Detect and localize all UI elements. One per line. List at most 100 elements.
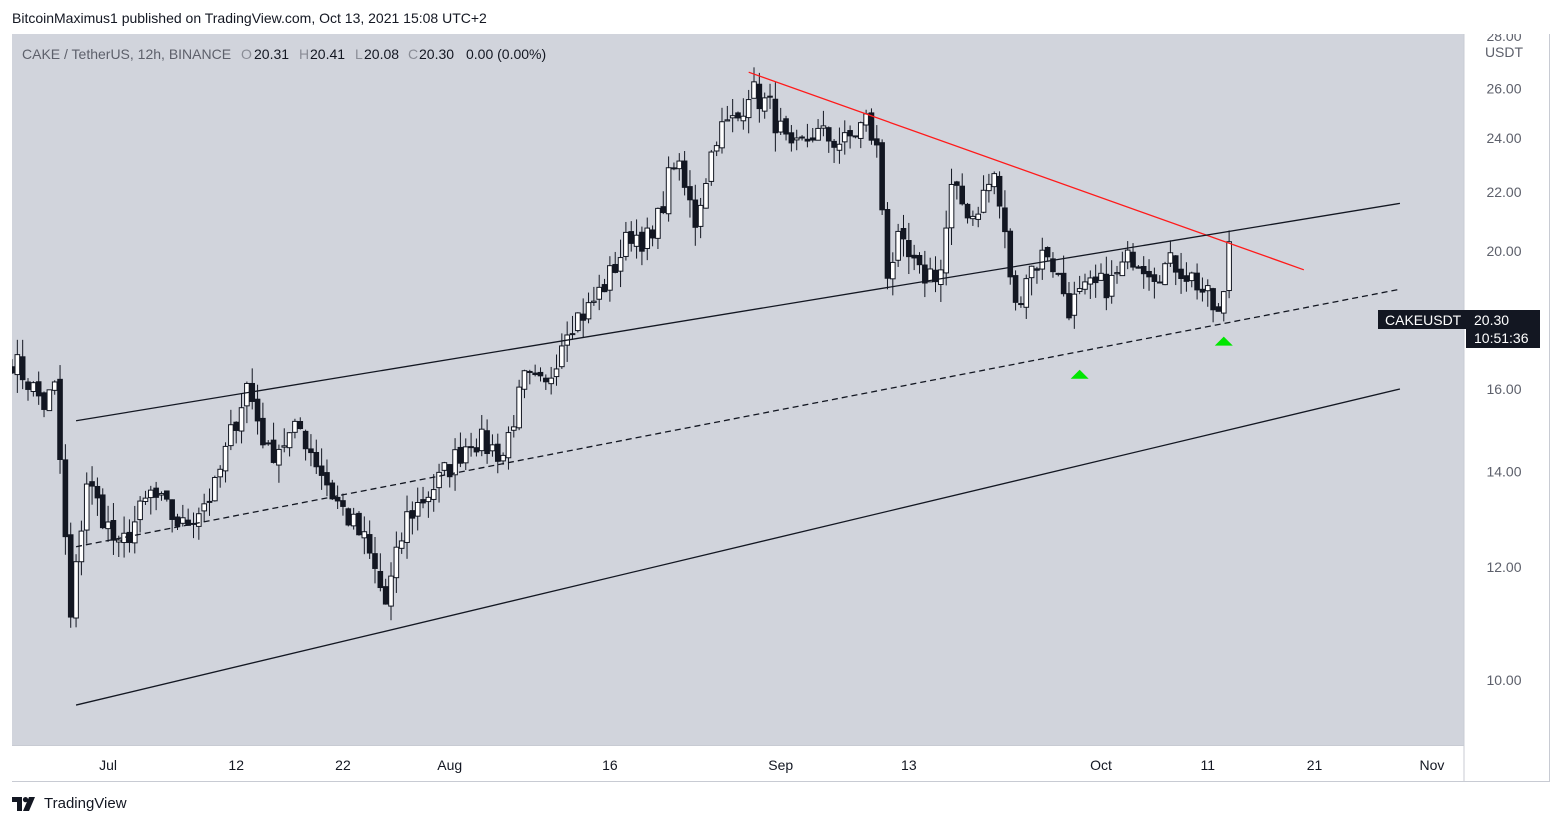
candle-down	[420, 499, 426, 504]
candle-up	[14, 354, 21, 376]
candle-down	[804, 138, 811, 142]
price-scale-panel[interactable]	[1464, 34, 1550, 782]
candle-up	[676, 160, 683, 170]
candle-down	[1194, 272, 1200, 291]
price-tick-label: 22.00	[1486, 184, 1521, 200]
candle-up	[1055, 272, 1062, 275]
candle-up	[1204, 285, 1211, 292]
candle-down	[1012, 275, 1019, 303]
candle-up	[452, 449, 458, 476]
candle-down	[783, 118, 789, 135]
candle-down	[799, 136, 805, 139]
candle-up	[569, 333, 576, 336]
candle-down	[99, 494, 106, 529]
candle-up	[115, 539, 122, 543]
candle-up	[388, 575, 394, 607]
ohlc-legend: CAKE / TetherUS, 12h, BINANCE O 20.31 H …	[22, 46, 546, 62]
candle-up	[665, 167, 672, 215]
candle-down	[126, 531, 133, 544]
candle-up	[1071, 293, 1078, 316]
candle-down	[484, 430, 490, 455]
legend-l-value: 20.08	[364, 46, 399, 62]
candle-down	[270, 439, 277, 463]
candle-down	[612, 263, 619, 273]
candlestick-chart[interactable]: CAKE / TetherUS, 12h, BINANCE O 20.31 H …	[9, 28, 1550, 782]
candle-up	[970, 215, 976, 220]
candle-up	[575, 312, 581, 332]
price-badge[interactable]: CAKEUSDT 20.30 10:51:36	[1378, 310, 1540, 348]
candle-down	[473, 447, 480, 453]
candle-up	[238, 407, 245, 432]
candle-up	[820, 125, 827, 129]
time-tick-label: 13	[901, 757, 917, 773]
candle-down	[1183, 275, 1190, 282]
price-tick-label: 24.00	[1486, 130, 1521, 146]
candle-down	[1215, 306, 1222, 312]
candle-down	[788, 132, 795, 144]
candle-up	[201, 503, 207, 512]
candle-up	[73, 561, 79, 619]
candle-up	[1162, 263, 1168, 286]
candle-down	[543, 377, 549, 383]
candle-down	[681, 160, 688, 188]
candle-up	[265, 442, 272, 445]
candle-down	[1151, 274, 1158, 282]
candle-up	[1156, 281, 1163, 284]
time-tick-label: 12	[228, 757, 244, 773]
footer-brand-text: TradingView	[44, 795, 127, 812]
candle-up	[180, 517, 186, 524]
candle-up	[745, 99, 752, 119]
candles-layer	[9, 67, 1232, 628]
candle-up	[1108, 274, 1115, 297]
marker-support-bounce-1	[1070, 369, 1089, 379]
candle-up	[281, 445, 288, 448]
candle-down	[687, 186, 693, 201]
candle-up	[196, 513, 202, 527]
candle-down	[356, 512, 362, 536]
time-axis-panel[interactable]	[12, 745, 1464, 782]
candle-up	[1226, 241, 1232, 292]
footer-branding[interactable]: TradingView	[12, 795, 127, 812]
legend-h-value: 20.41	[310, 46, 345, 62]
candle-up	[1114, 272, 1120, 275]
candle-up	[591, 300, 597, 303]
candle-up	[425, 496, 432, 503]
candle-up	[121, 532, 127, 544]
candle-down	[660, 206, 667, 214]
candle-down	[868, 112, 875, 141]
candle-down	[1034, 268, 1040, 271]
candle-up	[1220, 291, 1227, 314]
candle-up	[131, 521, 138, 544]
legend-c-value: 20.30	[419, 46, 454, 62]
price-tick-label: 12.00	[1486, 559, 1521, 575]
price-scale-currency: USDT	[1485, 44, 1524, 60]
candle-up	[398, 540, 405, 549]
price-badge-countdown: 10:51:36	[1474, 330, 1529, 346]
candle-down	[959, 185, 966, 205]
candle-up	[1167, 252, 1174, 264]
candle-up	[1188, 272, 1195, 282]
chart-container[interactable]: CAKE / TetherUS, 12h, BINANCE O 20.31 H …	[9, 28, 1550, 782]
candle-down	[1092, 276, 1099, 284]
candle-down	[260, 417, 266, 446]
candle-down	[639, 231, 645, 252]
candle-down	[153, 487, 159, 498]
candle-up	[713, 145, 720, 152]
trendline-channel-middle	[75, 288, 1401, 548]
candle-up	[836, 143, 843, 151]
marker-support-bounce-2	[1214, 336, 1233, 346]
candle-up	[393, 546, 400, 579]
candle-down	[372, 553, 378, 569]
time-tick-label: 22	[335, 757, 351, 773]
candle-down	[9, 366, 15, 374]
candle-up	[46, 389, 53, 412]
candle-down	[1002, 207, 1008, 233]
candle-down	[900, 228, 907, 240]
candle-down	[1135, 266, 1142, 269]
candle-down	[494, 443, 501, 462]
candle-up	[986, 183, 992, 192]
candle-down	[825, 127, 832, 142]
trendline-descending-resistance	[748, 71, 1305, 271]
candle-down	[1050, 258, 1056, 273]
legend-change: 0.00 (0.00%)	[466, 46, 546, 62]
